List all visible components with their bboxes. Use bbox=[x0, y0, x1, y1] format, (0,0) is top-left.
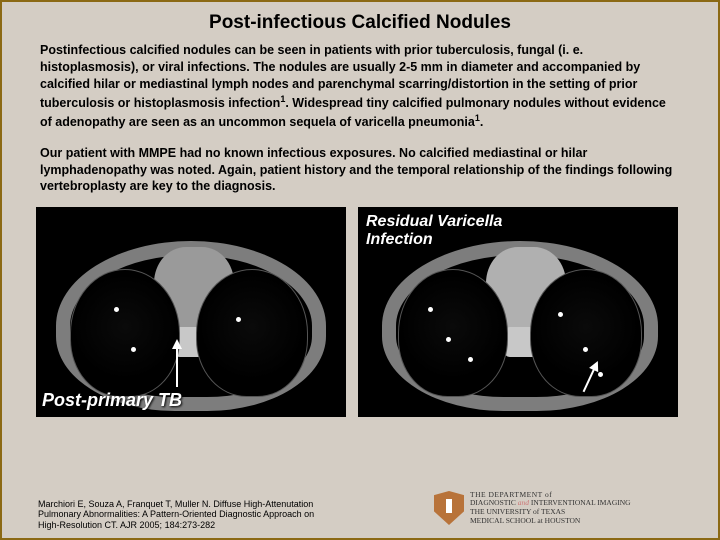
logo-line4: MEDICAL SCHOOL at HOUSTON bbox=[470, 516, 580, 525]
ct-image-left: Post-primary TB bbox=[36, 207, 346, 417]
institution-logo: THE DEPARTMENT of DIAGNOSTIC and INTERVE… bbox=[434, 488, 684, 528]
left-lung-shape bbox=[398, 269, 508, 397]
right-image-caption: Residual Varicella Infection bbox=[366, 213, 502, 248]
left-image-caption: Post-primary TB bbox=[42, 390, 182, 411]
citation-text: Marchiori E, Souza A, Franquet T, Muller… bbox=[38, 499, 338, 530]
right-lung-shape bbox=[196, 269, 308, 397]
paragraph-2: Our patient with MMPE had no known infec… bbox=[2, 145, 718, 196]
ct-image-right: Residual Varicella Infection bbox=[358, 207, 678, 417]
right-lung-shape bbox=[530, 269, 642, 397]
para1-period: . bbox=[480, 115, 483, 129]
left-lung-shape bbox=[70, 269, 180, 397]
logo-text-block: THE DEPARTMENT of DIAGNOSTIC and INTERVE… bbox=[470, 491, 631, 526]
right-caption-line2: Infection bbox=[366, 231, 433, 248]
right-caption-line1: Residual Varicella bbox=[366, 213, 502, 230]
arrow-indicator bbox=[176, 347, 178, 387]
paragraph-1: Postinfectious calcified nodules can be … bbox=[2, 42, 718, 131]
page-title: Post-infectious Calcified Nodules bbox=[2, 2, 718, 42]
ct-images-row: Post-primary TB Residual Varicella Infec… bbox=[2, 195, 718, 417]
shield-icon bbox=[434, 491, 464, 525]
